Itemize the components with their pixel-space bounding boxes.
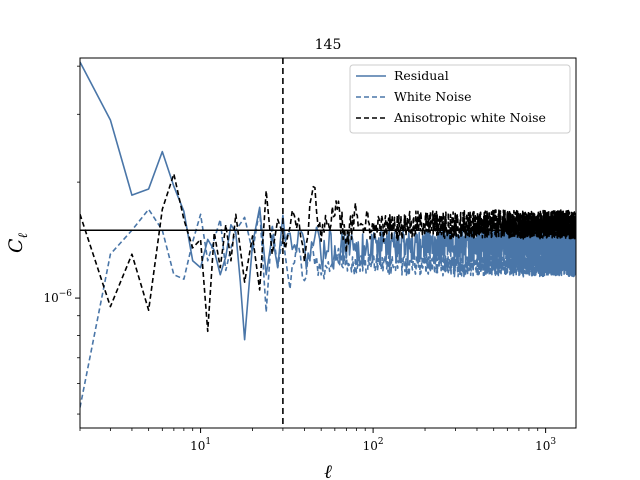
x-tick-label: 102 xyxy=(363,437,384,453)
series-line-2 xyxy=(80,208,576,408)
x-tick-label: 101 xyxy=(190,437,211,453)
y-axis-ticks: 10−6 xyxy=(43,65,80,415)
y-axis-label-subscript: ℓ xyxy=(16,232,31,238)
y-tick-label: 10−6 xyxy=(43,289,72,305)
legend-label-3: Anisotropic white Noise xyxy=(393,110,546,125)
y-axis-label-main: C xyxy=(5,238,27,253)
x-tick-label: 103 xyxy=(535,437,556,453)
plot-frame xyxy=(79,57,577,429)
x-axis-ticks: 101 102 103 xyxy=(79,428,556,453)
reference-lines xyxy=(80,58,576,428)
legend-box xyxy=(349,64,571,134)
legend-label-2: White Noise xyxy=(394,89,472,104)
chart-title: 145 xyxy=(315,37,342,53)
svg-text:Cℓ: Cℓ xyxy=(5,232,31,253)
legend-label-1: Residual xyxy=(394,68,449,83)
x-axis-label: ℓ xyxy=(324,461,332,480)
legend: Residual White Noise Anisotropic white Noi… xyxy=(349,64,571,134)
y-axis-label: Cℓ xyxy=(5,232,31,253)
